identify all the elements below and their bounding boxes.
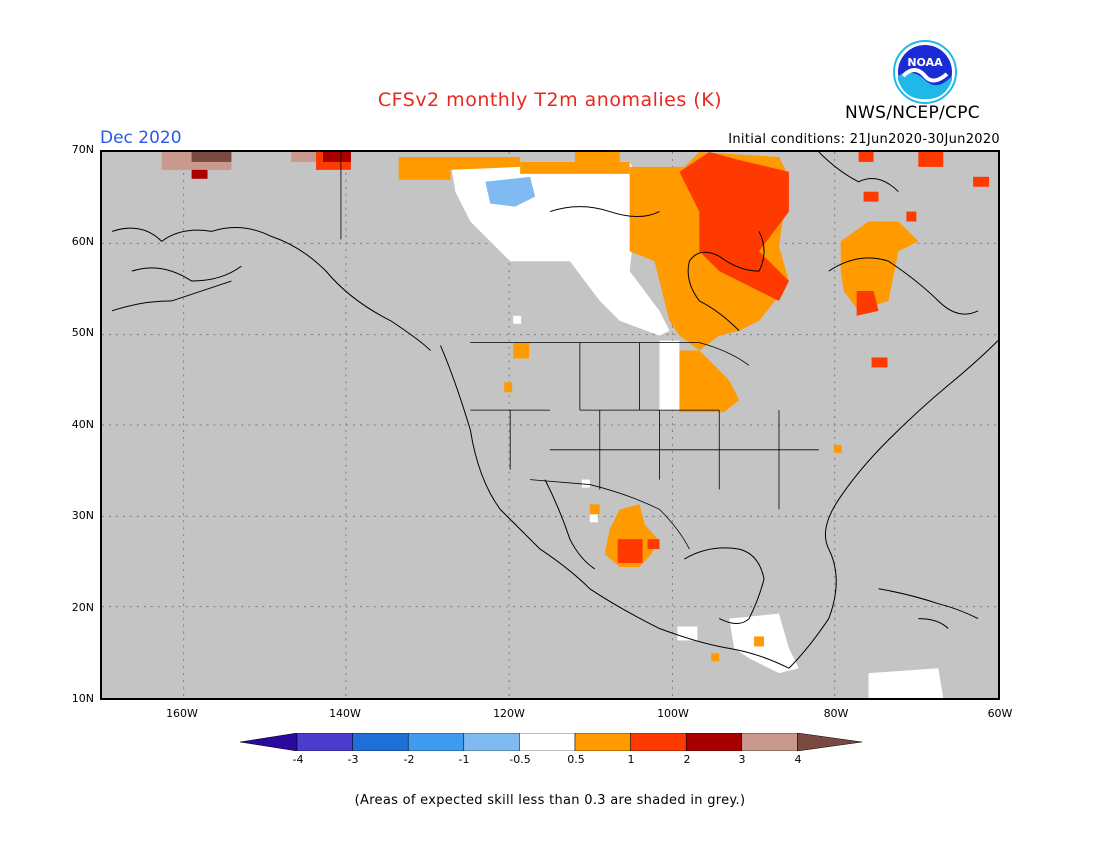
lon-label: 160W xyxy=(166,707,198,720)
lon-label: 60W xyxy=(987,707,1013,720)
lat-label: 10N xyxy=(71,692,94,705)
colorbar-label: 4 xyxy=(794,753,802,766)
colorbar-swatch xyxy=(574,732,631,752)
lat-label: 60N xyxy=(71,235,94,248)
org-label: NWS/NCEP/CPC xyxy=(845,103,980,123)
colorbar-label: -0.5 xyxy=(509,753,531,766)
colorbar-swatch xyxy=(352,732,409,752)
map-panel xyxy=(100,150,1000,700)
colorbar-label: 2 xyxy=(683,753,691,766)
lat-label: 50N xyxy=(71,326,94,339)
lon-label: 100W xyxy=(657,707,689,720)
lon-label: 80W xyxy=(823,707,849,720)
colorbar-label: -2 xyxy=(403,753,415,766)
map-title: CFSv2 monthly T2m anomalies (K) xyxy=(377,89,723,111)
colorbar-label: -4 xyxy=(292,753,304,766)
colorbar-low-arrow xyxy=(239,732,298,752)
forecast-month: Dec 2020 xyxy=(100,128,182,148)
lat-label: 40N xyxy=(71,418,94,431)
noaa-logo-text: NOAA xyxy=(907,56,943,69)
skill-note: (Areas of expected skill less than 0.3 a… xyxy=(354,793,746,808)
political-boundaries xyxy=(340,152,819,550)
coastlines xyxy=(111,152,998,669)
colorbar-label: -1 xyxy=(458,753,470,766)
colorbar-swatch xyxy=(407,732,465,752)
lon-label: 140W xyxy=(329,707,361,720)
noaa-logo-icon: NOAA xyxy=(893,40,957,104)
colorbar-label: 3 xyxy=(738,753,746,766)
colorbar-swatch xyxy=(296,732,353,752)
colorbar-label: -3 xyxy=(347,753,359,766)
colorbar-swatch xyxy=(741,732,798,752)
lat-label: 20N xyxy=(71,601,94,614)
colorbar-label: 1 xyxy=(627,753,635,766)
lat-label: 70N xyxy=(71,143,94,156)
colorbar xyxy=(239,732,863,752)
colorbar-swatch xyxy=(685,732,743,752)
colorbar-swatch xyxy=(630,732,687,752)
colorbar-swatch xyxy=(519,732,576,752)
colorbar-swatch xyxy=(463,732,520,752)
colorbar-high-arrow xyxy=(797,732,863,752)
initial-conditions: Initial conditions: 21Jun2020-30Jun2020 xyxy=(728,132,1000,147)
lon-label: 120W xyxy=(493,707,525,720)
colorbar-label: 0.5 xyxy=(567,753,585,766)
anomaly-shading xyxy=(161,152,990,698)
lat-label: 30N xyxy=(71,509,94,522)
